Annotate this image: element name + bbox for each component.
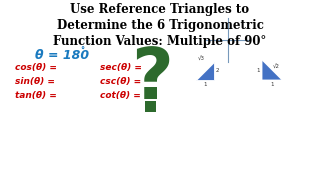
Bar [145, 101, 156, 112]
Text: cot(θ) =: cot(θ) = [100, 91, 141, 100]
Text: 2: 2 [215, 69, 219, 73]
Text: 1: 1 [257, 68, 260, 73]
Text: °: ° [80, 47, 84, 56]
Polygon shape [262, 60, 282, 80]
Text: θ = 180: θ = 180 [35, 49, 89, 62]
Text: Function Values: Multiple of 90°: Function Values: Multiple of 90° [53, 35, 267, 48]
Text: sin(θ) =: sin(θ) = [15, 77, 55, 86]
Text: 1: 1 [270, 82, 274, 87]
Text: tan(θ) =: tan(θ) = [15, 91, 57, 100]
Text: ?: ? [131, 45, 173, 114]
Text: 1: 1 [203, 82, 207, 87]
Text: √2: √2 [273, 64, 280, 69]
Polygon shape [196, 62, 214, 80]
Text: csc(θ) =: csc(θ) = [100, 77, 141, 86]
Text: Determine the 6 Trigonometric: Determine the 6 Trigonometric [57, 19, 263, 32]
Text: sec(θ) =: sec(θ) = [100, 63, 142, 72]
Text: √3: √3 [198, 56, 205, 61]
Text: cos(θ) =: cos(θ) = [15, 63, 57, 72]
Text: Use Reference Triangles to: Use Reference Triangles to [70, 3, 250, 16]
